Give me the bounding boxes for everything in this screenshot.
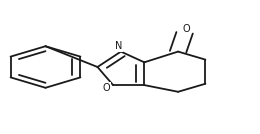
Text: O: O xyxy=(183,24,191,34)
Text: O: O xyxy=(103,83,110,93)
Text: N: N xyxy=(115,42,122,51)
